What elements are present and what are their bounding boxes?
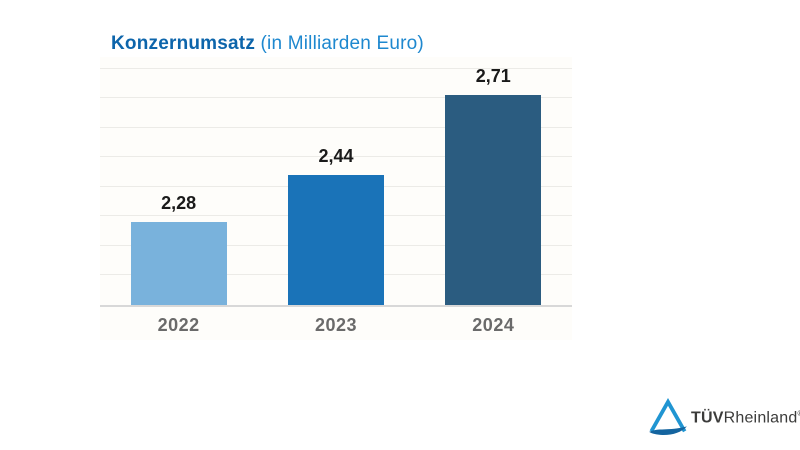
swoosh-shape xyxy=(649,426,687,436)
value-label: 2,44 xyxy=(318,146,354,167)
value-label: 2,71 xyxy=(475,66,511,87)
x-axis-label: 2024 xyxy=(472,315,515,335)
chart-title-unit: (in Milliarden Euro) xyxy=(255,33,424,54)
bar-2024: 2,71 xyxy=(445,66,542,305)
plot-area: 2,28 2,44 2,71 xyxy=(100,57,572,307)
bar-chart: 2,28 2,44 2,71 2022 2023 2024 xyxy=(100,57,572,340)
bar-slots: 2,28 2,44 2,71 xyxy=(100,57,572,305)
gridline xyxy=(100,156,572,158)
chart-title-main: Konzernumsatz xyxy=(110,33,256,54)
triangle-outline xyxy=(649,398,687,433)
x-axis-label: 2023 xyxy=(314,315,358,335)
logo-wordmark: TÜVRheinland® xyxy=(691,409,800,427)
logo-text-rheinland: Rheinland xyxy=(723,409,798,427)
gridline xyxy=(100,126,572,128)
tuv-triangle-icon xyxy=(649,398,687,436)
x-axis-labels: 2022 2023 2024 xyxy=(100,315,572,336)
chart-title: Konzernumsatz (in Milliarden Euro) xyxy=(100,11,424,55)
registered-mark: ® xyxy=(797,409,800,418)
bar-2023: 2,44 xyxy=(287,146,384,305)
value-label: 2,28 xyxy=(161,193,197,214)
bar-slot: 2,71 xyxy=(415,57,572,305)
bar-2022: 2,28 xyxy=(130,193,227,305)
tuv-rheinland-logo: TÜVRheinland® xyxy=(648,398,800,438)
bar-slot: 2,28 xyxy=(100,57,257,305)
logo-text-tuv: TÜV xyxy=(691,409,724,427)
gridline xyxy=(100,67,572,69)
x-axis-label: 2022 xyxy=(157,315,200,335)
bar-slot: 2,44 xyxy=(257,57,414,305)
gridline xyxy=(100,97,572,99)
